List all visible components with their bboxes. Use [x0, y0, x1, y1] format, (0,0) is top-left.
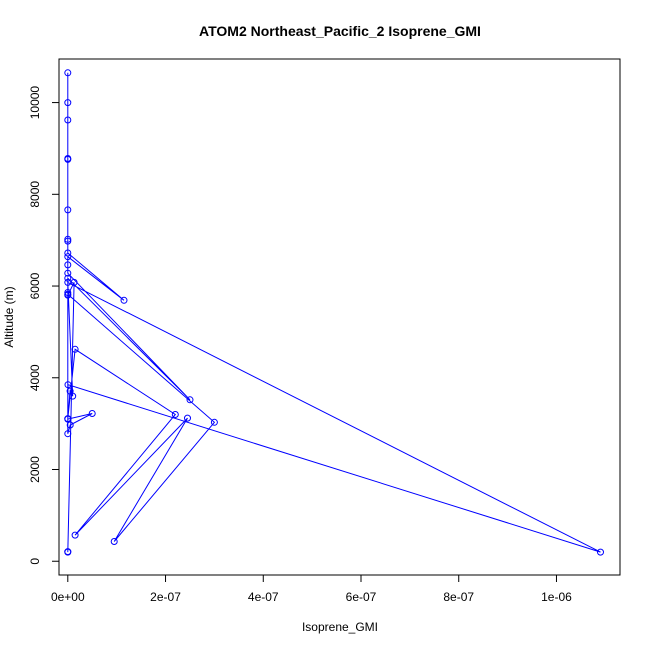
data-point [64, 430, 72, 438]
data-point [64, 155, 72, 162]
data-point [66, 421, 74, 429]
data-point [64, 206, 72, 214]
data-point [69, 392, 77, 400]
x-tick-label: 8e-07 [443, 590, 474, 604]
y-tick-label: 0 [28, 558, 42, 565]
y-tick-label: 2000 [28, 456, 42, 483]
chart-title: ATOM2 Northeast_Pacific_2 Isoprene_GMI [199, 23, 481, 39]
data-point [210, 418, 218, 426]
data-point [71, 531, 79, 539]
y-tick-label: 6000 [28, 272, 42, 299]
data-point [64, 548, 72, 556]
data-point [186, 396, 194, 404]
y-tick-label: 10000 [28, 86, 42, 120]
data-point [64, 261, 72, 269]
data-point [64, 415, 72, 423]
data-point [110, 538, 118, 545]
data-point [64, 69, 72, 77]
x-tick-label: 0e+00 [51, 590, 85, 604]
data-point [64, 381, 72, 389]
data-point [64, 116, 72, 124]
series-layer [64, 69, 604, 556]
data-point [70, 278, 78, 286]
x-tick-label: 1e-06 [541, 590, 572, 604]
x-tick-label: 2e-07 [150, 590, 181, 604]
data-point [597, 548, 604, 556]
data-point [120, 296, 128, 304]
data-point [64, 99, 72, 107]
data-point [64, 249, 72, 257]
x-axis-label: Isoprene_GMI [302, 620, 378, 634]
data-point [88, 410, 96, 417]
y-axis: 0 2000 4000 6000 8000 10000 [28, 86, 60, 565]
data-point [64, 291, 72, 299]
y-tick-label: 8000 [28, 181, 42, 208]
data-point [64, 269, 72, 277]
x-axis: 0e+00 2e-07 4e-07 6e-07 8e-07 1e-06 [51, 574, 572, 604]
x-tick-label: 4e-07 [248, 590, 279, 604]
y-axis-label: Altitude (m) [2, 286, 16, 347]
data-point [71, 345, 79, 353]
data-point [184, 414, 191, 422]
series-line [67, 72, 601, 553]
plot-frame [58, 58, 621, 576]
data-point [171, 411, 179, 418]
y-tick-label: 4000 [28, 364, 42, 391]
data-point [64, 237, 72, 245]
data-point [64, 253, 72, 261]
data-point [64, 274, 72, 282]
x-tick-label: 6e-07 [346, 590, 377, 604]
